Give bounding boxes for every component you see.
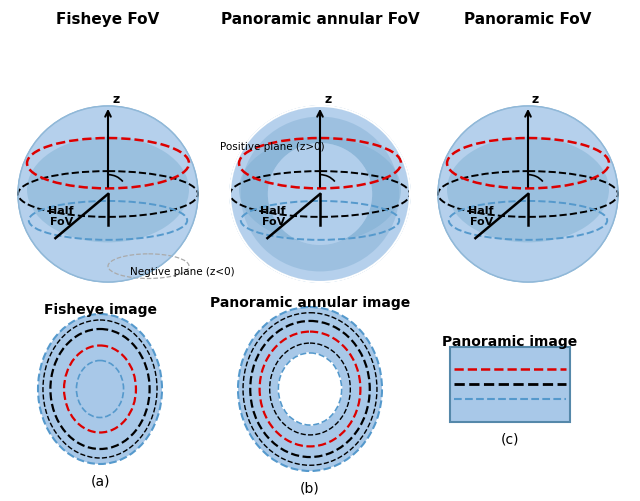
Ellipse shape <box>438 107 618 283</box>
Ellipse shape <box>447 138 609 243</box>
Ellipse shape <box>268 144 372 245</box>
Text: z: z <box>532 92 540 105</box>
Ellipse shape <box>38 314 162 464</box>
Text: Half
FoV: Half FoV <box>468 205 494 227</box>
Text: Panoramic FoV: Panoramic FoV <box>464 12 592 27</box>
Text: z: z <box>112 92 119 105</box>
Ellipse shape <box>241 117 399 272</box>
Text: Fisheye image: Fisheye image <box>44 303 157 316</box>
Text: Half
FoV: Half FoV <box>49 205 74 227</box>
Text: Half
FoV: Half FoV <box>260 205 286 227</box>
Text: Fisheye FoV: Fisheye FoV <box>56 12 159 27</box>
Ellipse shape <box>18 107 198 283</box>
Ellipse shape <box>239 138 401 243</box>
Text: (c): (c) <box>500 432 519 445</box>
Text: Panoramic annular FoV: Panoramic annular FoV <box>221 12 419 27</box>
Text: Negtive plane (z<0): Negtive plane (z<0) <box>130 267 235 277</box>
Ellipse shape <box>438 107 618 283</box>
FancyBboxPatch shape <box>450 347 570 422</box>
Text: (b): (b) <box>300 481 320 495</box>
Ellipse shape <box>230 107 410 283</box>
Ellipse shape <box>230 107 410 283</box>
Text: Positive plane (z>0): Positive plane (z>0) <box>220 141 324 151</box>
Ellipse shape <box>278 353 342 425</box>
Ellipse shape <box>18 107 198 283</box>
Text: Panoramic annular image: Panoramic annular image <box>210 296 410 310</box>
Ellipse shape <box>27 138 189 243</box>
Text: Panoramic image: Panoramic image <box>442 335 578 349</box>
Ellipse shape <box>268 144 372 245</box>
Text: z: z <box>324 92 332 105</box>
Text: (a): (a) <box>90 474 109 488</box>
Ellipse shape <box>238 308 382 471</box>
